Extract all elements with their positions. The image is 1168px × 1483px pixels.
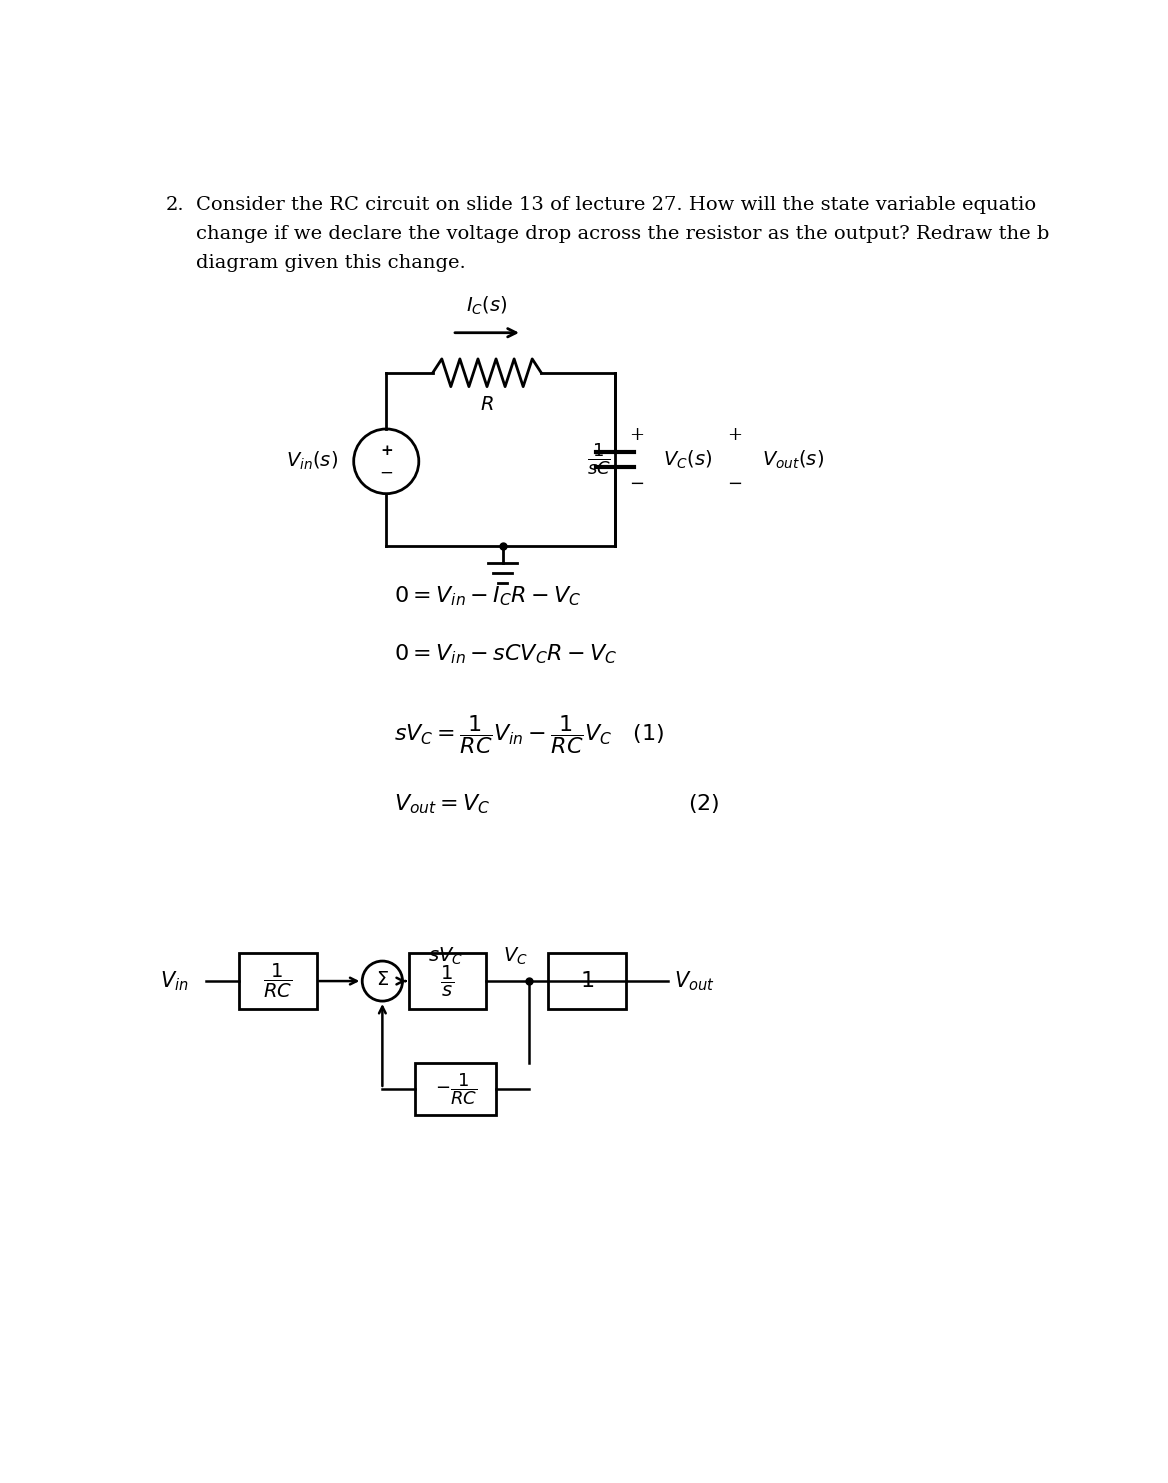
Text: $\dfrac{1}{sC}$: $\dfrac{1}{sC}$	[588, 442, 611, 478]
Text: $0 = V_{in} - sCV_C R - V_C$: $0 = V_{in} - sCV_C R - V_C$	[394, 642, 618, 666]
Bar	[409, 954, 486, 1008]
Text: −: −	[628, 475, 644, 492]
Text: $\dfrac{1}{s}$: $\dfrac{1}{s}$	[440, 964, 454, 998]
Text: $R$: $R$	[480, 396, 494, 414]
Text: $V_C$: $V_C$	[503, 946, 528, 967]
Text: $sV_C$: $sV_C$	[427, 946, 463, 967]
Text: $V_{in}(s)$: $V_{in}(s)$	[286, 451, 339, 473]
Text: $(2)$: $(2)$	[688, 792, 719, 816]
Text: $0 = V_{in} - I_C R - V_C$: $0 = V_{in} - I_C R - V_C$	[394, 584, 582, 608]
Bar	[239, 954, 317, 1008]
Bar	[415, 1063, 496, 1115]
Text: $V_{out}$: $V_{out}$	[674, 970, 715, 994]
Text: $I_C(s)$: $I_C(s)$	[466, 295, 508, 317]
Text: $V_{out} = V_C$: $V_{out} = V_C$	[394, 792, 491, 816]
Text: +: +	[728, 426, 742, 443]
Text: $V_{out}(s)$: $V_{out}(s)$	[763, 448, 825, 470]
Text: $1$: $1$	[580, 970, 595, 992]
Text: change if we declare the voltage drop across the resistor as the output? Redraw : change if we declare the voltage drop ac…	[196, 225, 1050, 243]
Bar	[548, 954, 626, 1008]
Text: $\Sigma$: $\Sigma$	[376, 971, 389, 989]
Text: −: −	[380, 466, 394, 482]
Text: $sV_C = \dfrac{1}{RC}V_{in} - \dfrac{1}{RC}V_C \quad (1)$: $sV_C = \dfrac{1}{RC}V_{in} - \dfrac{1}{…	[394, 713, 665, 756]
Text: $V_{in}$: $V_{in}$	[160, 970, 188, 994]
Text: $V_C(s)$: $V_C(s)$	[663, 448, 712, 470]
Text: Consider the RC circuit on slide 13 of lecture 27. How will the state variable e: Consider the RC circuit on slide 13 of l…	[196, 196, 1036, 214]
Text: +: +	[628, 426, 644, 443]
Text: +: +	[380, 443, 392, 458]
Text: 2.: 2.	[166, 196, 185, 214]
Text: $\dfrac{1}{RC}$: $\dfrac{1}{RC}$	[263, 962, 292, 1000]
Text: diagram given this change.: diagram given this change.	[196, 254, 466, 273]
Text: −: −	[728, 475, 743, 492]
Text: $-\dfrac{1}{RC}$: $-\dfrac{1}{RC}$	[434, 1071, 477, 1106]
